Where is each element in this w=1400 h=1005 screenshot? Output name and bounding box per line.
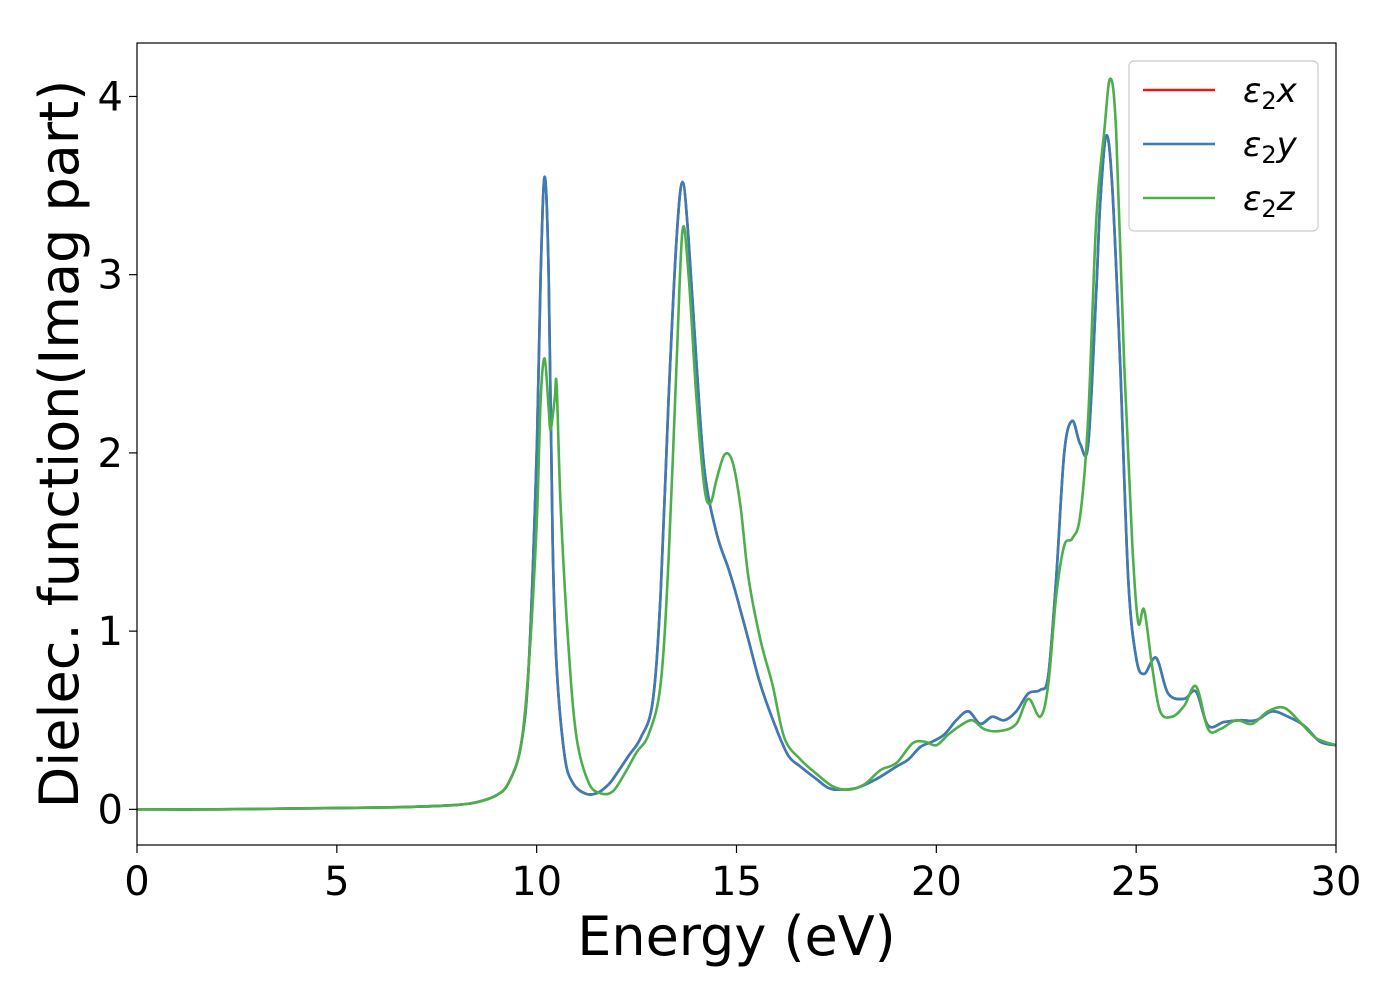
- legend-label-x: ε2x: [1243, 71, 1298, 115]
- legend: ε2x ε2y ε2z: [1128, 60, 1319, 232]
- series-line-x: [137, 134, 1336, 811]
- x-tick-label: 15: [711, 859, 762, 905]
- y-tick-label: 0: [98, 787, 123, 833]
- series-lines: [137, 77, 1336, 811]
- y-axis-label: Dielec. function(Imag part): [28, 80, 91, 809]
- y-tick-label: 2: [98, 431, 123, 477]
- y-tick-label: 1: [98, 609, 123, 655]
- x-tick-label: 5: [324, 859, 349, 905]
- y-axis-ticks: 0 1 2 3 4: [98, 74, 137, 833]
- x-axis-label: Energy (eV): [577, 905, 896, 968]
- y-tick-label: 3: [98, 253, 123, 299]
- x-tick-label: 25: [1111, 859, 1162, 905]
- x-tick-label: 0: [124, 859, 149, 905]
- legend-label-z: ε2z: [1243, 179, 1296, 223]
- legend-box: [1128, 60, 1319, 232]
- x-axis-ticks: 0 5 10 15 20 25 30: [124, 845, 1361, 905]
- x-tick-label: 20: [911, 859, 962, 905]
- series-line-y: [137, 134, 1336, 811]
- legend-label-y: ε2y: [1243, 125, 1298, 169]
- y-tick-label: 4: [98, 74, 123, 120]
- series-line-z: [137, 77, 1336, 811]
- x-tick-label: 10: [511, 859, 562, 905]
- x-tick-label: 30: [1311, 859, 1362, 905]
